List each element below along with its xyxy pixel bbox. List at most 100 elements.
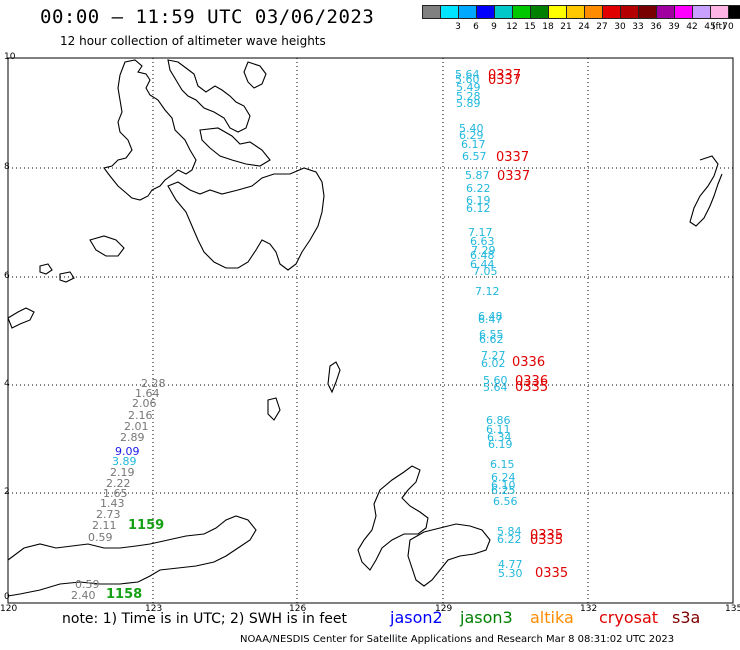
wave-height-value: 6.63 xyxy=(470,235,495,248)
latitude-label: 10 xyxy=(4,52,16,62)
color-scale-label: 39 xyxy=(668,22,680,32)
latitude-label: 6 xyxy=(4,271,10,281)
longitude-label: 132 xyxy=(580,604,598,614)
longitude-label: 123 xyxy=(145,604,163,614)
color-scale-label: 33 xyxy=(632,22,644,32)
wave-height-value: 6.44 xyxy=(470,258,495,271)
satellite-label: s3a xyxy=(672,608,701,627)
coastline-bohol xyxy=(199,127,271,167)
coastline-east-islands xyxy=(689,155,723,227)
coastline-celebes-small xyxy=(267,397,281,421)
wave-height-value: 1158 xyxy=(106,587,143,602)
coastline-talaud xyxy=(327,361,341,394)
wave-height-value: 2.89 xyxy=(120,431,145,444)
coastline-sulu-small-2 xyxy=(59,271,75,283)
wave-height-value: 1159 xyxy=(128,518,165,533)
coastline-luzon xyxy=(103,59,197,201)
latitude-label: 2 xyxy=(4,487,10,497)
wave-height-value: 0336 xyxy=(515,374,549,389)
wave-height-value: 4.77 xyxy=(498,558,523,571)
wave-height-value: 0335 xyxy=(530,533,564,548)
wave-height-value: 6.22 xyxy=(466,182,491,195)
wave-height-value: 6.57 xyxy=(462,150,487,163)
wave-height-value: 6.11 xyxy=(486,423,511,436)
map-frame xyxy=(7,57,734,604)
wave-height-value: 2.06 xyxy=(132,397,157,410)
wave-height-value: 1.43 xyxy=(100,497,125,510)
wave-height-value: 6.48 xyxy=(470,249,495,262)
wave-height-value: 6.22 xyxy=(497,533,522,546)
wave-height-value: 6.12 xyxy=(466,202,491,215)
wave-height-value: 2.01 xyxy=(124,420,149,433)
wave-height-value: 2.73 xyxy=(96,508,121,521)
wave-height-value: 5.60 xyxy=(455,73,480,86)
wave-height-value: 6.62 xyxy=(479,333,504,346)
wave-height-value: 1.65 xyxy=(103,487,128,500)
wave-height-value: 5.64 xyxy=(483,381,508,394)
wave-height-value: 2.22 xyxy=(106,477,131,490)
wave-height-value: 6.19 xyxy=(488,438,513,451)
color-scale-unit: (ft) xyxy=(712,22,726,32)
wave-height-value: 5.87 xyxy=(465,169,490,182)
color-scale-label: 70 xyxy=(722,22,734,32)
wave-height-value: 6.86 xyxy=(486,414,511,427)
wave-height-value: 6.25 xyxy=(491,484,516,497)
wave-height-value: 7.27 xyxy=(481,349,506,362)
coastlines xyxy=(7,59,723,597)
coastline-halmahera xyxy=(357,465,429,571)
wave-height-value: 7.05 xyxy=(473,265,498,278)
wave-height-value: 5.89 xyxy=(456,97,481,110)
satellite-label: jason3 xyxy=(460,608,513,627)
coastline-palawan xyxy=(7,307,35,329)
color-swatch xyxy=(728,5,740,19)
coastline-borneo-north xyxy=(7,515,257,597)
coastline-sulawesi-north xyxy=(407,523,491,587)
wave-height-value: 6.24 xyxy=(491,471,516,484)
wave-height-value: 0335 xyxy=(530,528,564,543)
wave-height-value: 6.15 xyxy=(490,458,515,471)
color-scale-label: 30 xyxy=(614,22,626,32)
wave-height-value: 5.64 xyxy=(455,68,480,81)
wave-height-value: 0335 xyxy=(515,380,549,395)
wave-height-value: 0337 xyxy=(488,68,522,83)
credit-line: NOAA/NESDIS Center for Satellite Applica… xyxy=(240,634,675,645)
latitude-label: 8 xyxy=(4,162,10,172)
wave-height-value: 0337 xyxy=(488,73,522,88)
color-scale-label: 12 xyxy=(506,22,518,32)
wave-height-value: 6.56 xyxy=(493,495,518,508)
wave-height-value: 6.02 xyxy=(481,357,506,370)
wave-height-value: 5.30 xyxy=(498,567,523,580)
satellite-label: cryosat xyxy=(599,608,659,627)
wave-height-value: 2.19 xyxy=(110,466,135,479)
color-scale-label: 9 xyxy=(491,22,497,32)
longitude-label: 129 xyxy=(435,604,453,614)
wave-height-value: 2.40 xyxy=(71,589,96,602)
wave-height-value: 0.59 xyxy=(88,531,113,544)
color-scale-label: 24 xyxy=(578,22,590,32)
wave-height-value: 0337 xyxy=(496,150,530,165)
wave-height-value: 2.16 xyxy=(128,409,153,422)
footer-note: note: 1) Time is in UTC; 2) SWH is in fe… xyxy=(62,611,348,627)
coastline-mindanao xyxy=(167,167,325,271)
wave-height-value: 6.47 xyxy=(478,313,503,326)
wave-height-value: 5.28 xyxy=(456,90,481,103)
wave-height-value: 0336 xyxy=(512,355,546,370)
wave-height-value: 5.84 xyxy=(497,525,522,538)
color-scale-label: 42 xyxy=(686,22,698,32)
wave-height-value: 0335 xyxy=(535,566,569,581)
wave-height-value: 6.48 xyxy=(478,310,503,323)
wave-height-value: 6.29 xyxy=(459,129,484,142)
latitude-label: 4 xyxy=(4,379,10,389)
page-subtitle: 12 hour collection of altimeter wave hei… xyxy=(60,34,326,48)
color-scale-label: 27 xyxy=(596,22,608,32)
wave-height-value: 2.28 xyxy=(141,377,166,390)
coastline-leyte xyxy=(243,61,267,89)
wave-height-value: 6.19 xyxy=(466,194,491,207)
wave-height-value: 0.59 xyxy=(75,578,100,591)
page-title: 00:00 – 11:59 UTC 03/06/2023 xyxy=(40,6,375,28)
wave-height-value: 6.34 xyxy=(487,431,512,444)
color-scale-label: 3 xyxy=(455,22,461,32)
wave-height-value: 5.40 xyxy=(459,122,484,135)
color-scale-label: 6 xyxy=(473,22,479,32)
wave-height-value: 7.12 xyxy=(475,285,500,298)
